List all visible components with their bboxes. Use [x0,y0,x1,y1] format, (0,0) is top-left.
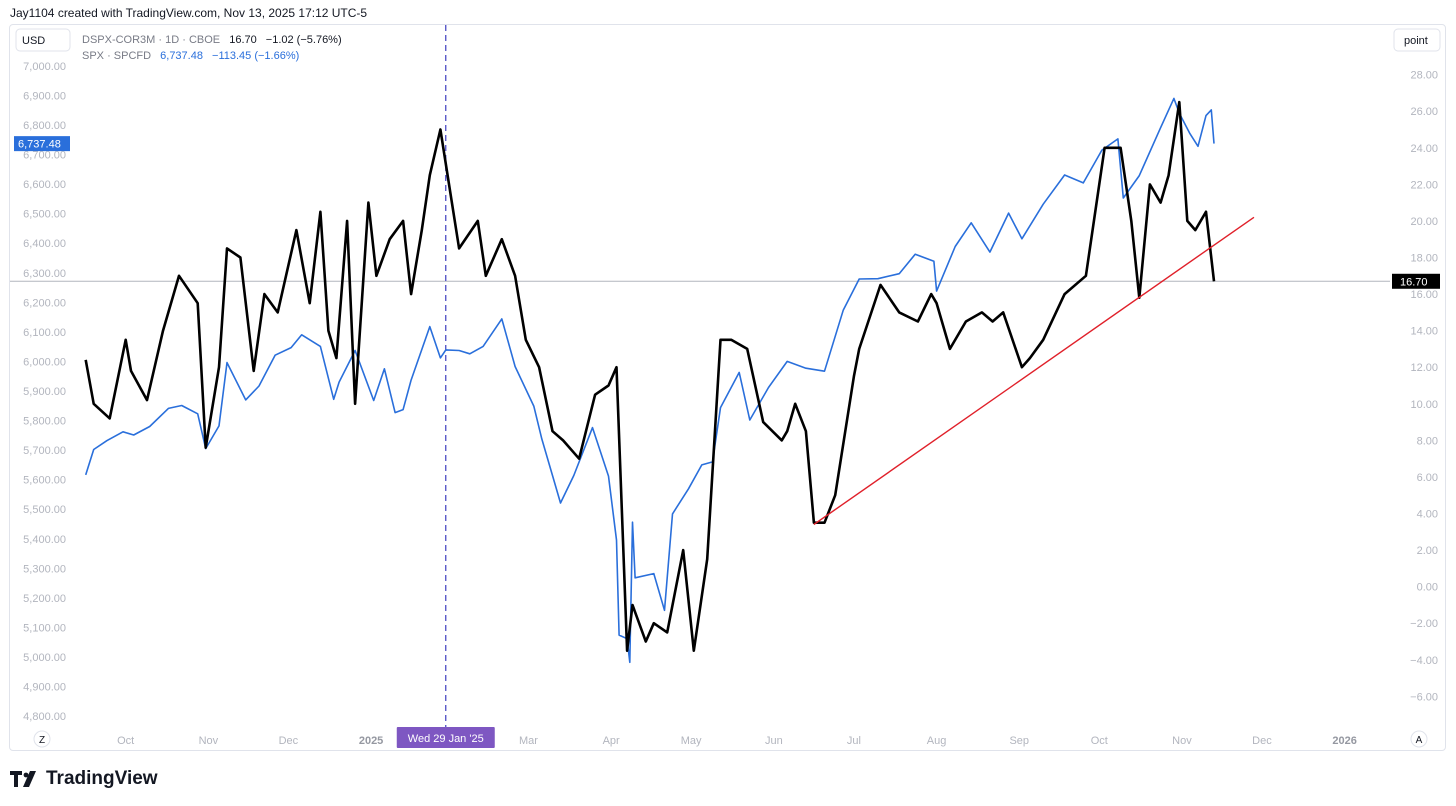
right-axis-tick: 20.00 [1410,216,1438,228]
tradingview-logo-icon [10,771,36,787]
right-axis-tick: 14.00 [1410,326,1438,338]
legend-dspx-symbol: DSPX-COR3M · 1D · CBOE [82,34,220,46]
tradingview-wordmark: TradingView [46,768,158,789]
left-axis-tick: 6,000.00 [23,356,66,368]
time-axis-tick: Dec [1252,735,1272,747]
chart-panel[interactable] [9,24,1446,751]
right-axis-tick: 4.00 [1417,509,1438,521]
dspx-price-tag: 16.70 [1392,273,1440,289]
svg-text:DSPX-COR3M · 1D · CBOE 1: DSPX-COR3M · 1D · CBOE 16.70 −1.02 (−5.7… [82,34,342,46]
left-axis-tick: 5,900.00 [23,386,66,398]
left-axis-tick: 5,800.00 [23,416,66,428]
left-axis-tick: 5,400.00 [23,534,66,546]
left-axis-tick: 6,300.00 [23,268,66,280]
left-axis-tick: 5,600.00 [23,475,66,487]
legend: DSPX-COR3M · 1D · CBOE 16.70 −1.02 (−5.7… [82,34,342,62]
left-axis-tick: 6,600.00 [23,179,66,191]
right-axis-tick: 6.00 [1417,472,1438,484]
zoom-button[interactable]: Z [33,730,51,748]
right-axis: 28.00 26.00 24.00 22.00 20.00 18.00 16.00 14.00… [1410,70,1438,704]
left-axis-tick: 6,800.00 [23,120,66,132]
currency-label: USD [22,35,45,47]
left-axis-tick: 5,500.00 [23,504,66,516]
spx-series-line [84,97,1215,664]
spx-price-tag: 6,737.48 [14,136,70,152]
left-axis-tick: 6,900.00 [23,90,66,102]
left-axis-tick: 4,900.00 [23,682,66,694]
legend-spx-change: −113.45 (−1.66%) [212,50,299,62]
right-axis-tick: −6.00 [1410,691,1438,703]
legend-spx-symbol: SPX · SPCFD [82,50,151,62]
time-axis-tick: May [681,735,702,747]
left-axis-tick: 7,000.00 [23,61,66,73]
left-axis-tick: 6,400.00 [23,238,66,250]
time-axis-tick: 2025 [359,735,383,747]
right-axis-tick: 24.00 [1410,143,1438,155]
right-axis-tick: 8.00 [1417,435,1438,447]
time-axis-tick: Aug [927,735,947,747]
right-axis-tick: 22.00 [1410,179,1438,191]
legend-spx-last: 6,737.48 [160,50,203,62]
left-axis-tick: 5,000.00 [23,652,66,664]
left-axis-tick: 6,500.00 [23,209,66,221]
left-axis-tick: 5,300.00 [23,563,66,575]
left-axis-tick: 5,700.00 [23,445,66,457]
crosshair-date-label: Wed 29 Jan '25 [396,727,495,748]
svg-text:Wed 29 Jan '25: Wed 29 Jan '25 [408,733,484,745]
auto-label: A [1416,735,1423,746]
left-axis: 7,000.00 6,900.00 6,800.00 6,700.00 6,600.00… [23,61,66,723]
right-axis-tick: 18.00 [1410,253,1438,265]
legend-dspx-last: 16.70 [229,34,257,46]
right-axis-tick: 0.00 [1417,582,1438,594]
right-axis-tick: 16.00 [1410,289,1438,301]
right-axis-tick: 28.00 [1410,70,1438,82]
time-axis-tick: Jun [765,735,783,747]
time-axis-tick: Oct [1091,735,1108,747]
tradingview-logo: TradingView [10,768,158,790]
right-axis-tick: −4.00 [1410,655,1438,667]
time-axis-tick: Sep [1009,735,1029,747]
left-axis-tick: 4,800.00 [23,711,66,723]
right-axis-tick: 10.00 [1410,399,1438,411]
svg-text:6,737.48: 6,737.48 [18,139,61,151]
time-axis-tick: Mar [519,735,538,747]
left-axis-tick: 6,700.00 [23,150,66,162]
auto-scale-button[interactable]: A [1410,730,1428,748]
trend-line[interactable] [813,216,1255,526]
right-axis-tick: 2.00 [1417,545,1438,557]
dspx-series-line [84,100,1216,653]
right-axis-tick: −2.00 [1410,618,1438,630]
time-axis-tick: Nov [1172,735,1192,747]
chart-credit: Jay1104 created with TradingView.com, No… [10,6,368,20]
svg-text:16.70: 16.70 [1400,276,1428,288]
left-axis-tick: 6,200.00 [23,297,66,309]
legend-dspx-change: −1.02 (−5.76%) [266,34,342,46]
unit-button[interactable]: point [1393,28,1441,52]
time-axis: Oct Nov Dec 2025 Mar Apr May Jun Jul Aug Sep Oct Nov… [117,735,1357,747]
left-axis-tick: 5,100.00 [23,622,66,634]
time-axis-tick: Nov [199,735,219,747]
currency-button[interactable]: USD [15,28,71,52]
svg-text:SPX · SPCFD 6,737.48: SPX · SPCFD 6,737.48 −113.45 (−1.66%) [82,50,299,62]
left-axis-tick: 5,200.00 [23,593,66,605]
right-axis-tick: 26.00 [1410,106,1438,118]
time-axis-tick: Apr [603,735,620,747]
time-axis-tick: Dec [279,735,299,747]
right-axis-tick: 12.00 [1410,362,1438,374]
time-axis-tick: Jul [847,735,861,747]
zoom-label: Z [39,735,45,746]
unit-label: point [1404,35,1428,47]
time-axis-tick: Oct [117,735,134,747]
time-axis-tick: 2026 [1332,735,1356,747]
left-axis-tick: 6,100.00 [23,327,66,339]
